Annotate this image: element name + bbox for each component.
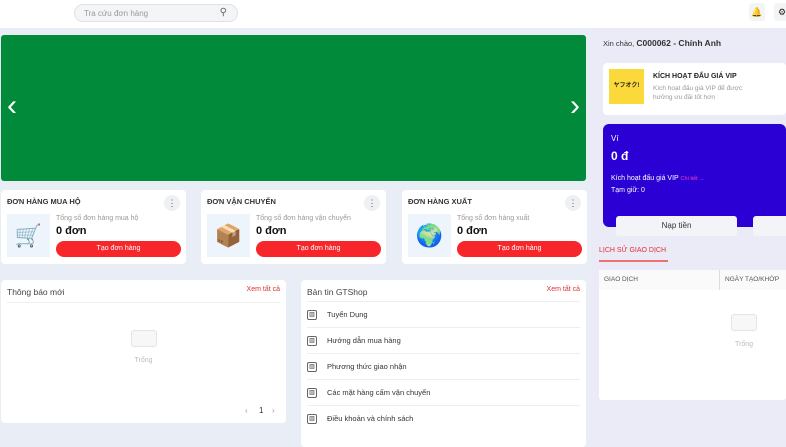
- empty-text: Trống: [134, 357, 153, 364]
- search-placeholder: Tra cứu đơn hàng: [84, 9, 149, 18]
- news-label: Điều khoản và chính sách: [327, 414, 414, 423]
- news-icon: ▥: [307, 414, 317, 424]
- card-count: 0 đơn: [56, 225, 87, 237]
- chevron-right-icon[interactable]: ›: [570, 89, 580, 122]
- news-icon: ▥: [307, 336, 317, 346]
- vip-desc: Kích hoạt đấu giá VIP để được hưởng ưu đ…: [653, 85, 743, 101]
- table-header: GIAO DỊCH NGÀY TẠO/KHỚP: [599, 270, 786, 290]
- card-subtitle: Tổng số đơn hàng xuất: [457, 215, 530, 222]
- right-sidebar: Xin chào, C000062 - Chính Anh ヤフオク! KÍCH…: [591, 29, 786, 447]
- news-item[interactable]: ▥ Điều khoản và chính sách: [307, 405, 580, 431]
- withdraw-button[interactable]: [753, 216, 786, 236]
- news-label: Các mặt hàng cấm vận chuyển: [327, 388, 431, 397]
- see-all-link[interactable]: Xem tất cả: [246, 286, 280, 293]
- news-label: Hướng dẫn mua hàng: [327, 336, 401, 345]
- news-label: Tuyển Dụng: [327, 310, 368, 319]
- more-icon[interactable]: ⋮: [164, 195, 180, 211]
- news-item[interactable]: ▥ Tuyển Dụng: [307, 301, 580, 327]
- search-input[interactable]: Tra cứu đơn hàng ⚲: [74, 4, 238, 22]
- news-label: Phương thức giao nhận: [327, 362, 407, 371]
- card-shipping-orders: ĐƠN VẬN CHUYỂN ⋮ 📦 Tổng số đơn hàng vận …: [201, 190, 386, 264]
- more-icon[interactable]: ⋮: [565, 195, 581, 211]
- news-icon: ▥: [307, 310, 317, 320]
- chevron-left-icon[interactable]: ‹: [7, 89, 17, 122]
- empty-text: Trống: [734, 341, 754, 348]
- empty-state: Trống: [121, 330, 166, 364]
- panel-title: Bản tin GTShop: [307, 287, 368, 297]
- card-purchase-orders: ĐƠN HÀNG MUA HỘ ⋮ 🛒 Tổng số đơn hàng mua…: [1, 190, 186, 264]
- notifications-panel: Thông báo mới Xem tất cả Trống ‹ 1 ›: [1, 280, 286, 423]
- column-header: GIAO DỊCH: [604, 276, 638, 283]
- detail-link[interactable]: Chi tiết →: [680, 176, 705, 182]
- bell-icon[interactable]: 🔔: [749, 3, 765, 21]
- card-title: ĐƠN HÀNG XUẤT: [408, 197, 472, 206]
- yahoo-auction-logo: ヤフオク!: [609, 69, 644, 104]
- card-subtitle: Tổng số đơn hàng vận chuyển: [256, 215, 351, 222]
- vip-card[interactable]: ヤフオク! KÍCH HOẠT ĐẤU GIÁ VIP Kích hoạt đấ…: [603, 63, 786, 115]
- card-title: ĐƠN VẬN CHUYỂN: [207, 197, 276, 206]
- news-icon: ▥: [307, 362, 317, 372]
- create-order-button[interactable]: Tạo đơn hàng: [457, 241, 582, 257]
- empty-state: Trống: [729, 314, 759, 348]
- news-icon: ▥: [307, 388, 317, 398]
- wallet-hold: Tạm giữ: 0: [611, 187, 645, 194]
- card-count: 0 đơn: [256, 225, 287, 237]
- card-export-orders: ĐƠN HÀNG XUẤT ⋮ 🌍 Tổng số đơn hàng xuất …: [402, 190, 587, 264]
- empty-box-icon: [130, 330, 157, 347]
- card-title: ĐƠN HÀNG MUA HỘ: [7, 197, 81, 206]
- tab-transaction-history[interactable]: LỊCH SỬ GIAO DỊCH: [599, 247, 668, 262]
- create-order-button[interactable]: Tạo đơn hàng: [56, 241, 181, 257]
- top-bar: Tra cứu đơn hàng ⚲ 🔔 ⚙: [0, 0, 786, 29]
- panel-title: Thông báo mới: [7, 287, 65, 297]
- card-subtitle: Tổng số đơn hàng mua hộ: [56, 215, 139, 222]
- see-all-link[interactable]: Xem tất cả: [546, 286, 580, 293]
- box-icon: 📦: [207, 214, 250, 257]
- news-panel: Bản tin GTShop Xem tất cả ▥ Tuyển Dụng ▥ H…: [301, 280, 586, 447]
- gear-icon[interactable]: ⚙: [774, 3, 786, 21]
- greeting: Xin chào, C000062 - Chính Anh: [603, 38, 722, 48]
- wallet-card: Ví 0 đ Kích hoạt đấu giá VIP Chi tiết → …: [603, 124, 786, 227]
- vip-title: KÍCH HOẠT ĐẤU GIÁ VIP: [653, 73, 737, 80]
- news-item[interactable]: ▥ Các mặt hàng cấm vận chuyển: [307, 379, 580, 405]
- prev-page-icon[interactable]: ‹: [245, 406, 248, 415]
- card-count: 0 đơn: [457, 225, 488, 237]
- cart-icon: 🛒: [7, 214, 50, 257]
- globe-icon: 🌍: [408, 214, 451, 257]
- banner-carousel: ‹ ›: [1, 35, 586, 181]
- search-icon[interactable]: ⚲: [219, 7, 227, 18]
- more-icon[interactable]: ⋮: [364, 195, 380, 211]
- create-order-button[interactable]: Tạo đơn hàng: [256, 241, 381, 257]
- wallet-balance: 0 đ: [611, 149, 629, 163]
- news-item[interactable]: ▥ Phương thức giao nhận: [307, 353, 580, 379]
- column-header: NGÀY TẠO/KHỚP: [719, 270, 779, 290]
- history-table: GIAO DỊCH NGÀY TẠO/KHỚP Trống: [599, 270, 786, 400]
- next-page-icon[interactable]: ›: [272, 406, 275, 415]
- topup-button[interactable]: Nạp tiền: [616, 216, 737, 236]
- empty-box-icon: [731, 314, 757, 331]
- vip-row: Kích hoạt đấu giá VIP Chi tiết →: [611, 175, 705, 182]
- wallet-label: Ví: [611, 134, 619, 143]
- news-item[interactable]: ▥ Hướng dẫn mua hàng: [307, 327, 580, 353]
- page-number[interactable]: 1: [259, 406, 264, 415]
